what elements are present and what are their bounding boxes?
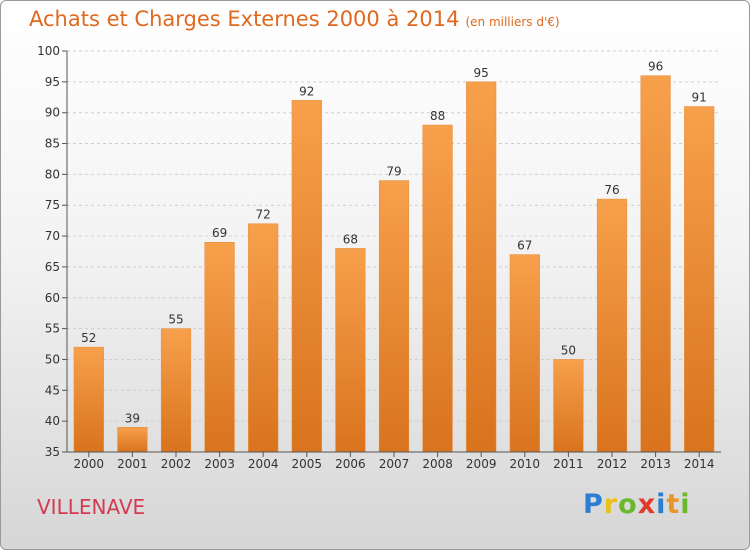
proxiti-logo: Proxiti bbox=[583, 489, 691, 520]
data-label: 91 bbox=[692, 91, 707, 105]
logo-letter: P bbox=[583, 489, 604, 520]
data-label: 88 bbox=[430, 109, 445, 123]
y-tick-label: 80 bbox=[45, 167, 60, 181]
data-label: 50 bbox=[561, 343, 576, 357]
bar bbox=[160, 328, 192, 453]
data-label: 96 bbox=[648, 60, 663, 74]
x-tick-label: 2012 bbox=[597, 457, 628, 471]
bar bbox=[335, 248, 366, 453]
y-tick-label: 50 bbox=[45, 352, 60, 366]
chart-subtitle: (en milliers d'€) bbox=[465, 15, 560, 29]
bar bbox=[509, 254, 540, 453]
data-label: 76 bbox=[604, 183, 619, 197]
bar bbox=[378, 180, 410, 453]
bar bbox=[248, 223, 279, 453]
x-tick-label: 2005 bbox=[292, 457, 323, 471]
bar bbox=[596, 198, 628, 453]
y-tick-label: 60 bbox=[45, 291, 60, 305]
x-tick-label: 2006 bbox=[335, 457, 366, 471]
data-label: 39 bbox=[125, 411, 140, 425]
y-tick-label: 70 bbox=[45, 229, 60, 243]
x-tick-label: 2007 bbox=[379, 457, 410, 471]
logo-letter: i bbox=[680, 489, 691, 520]
data-label: 69 bbox=[212, 226, 227, 240]
city-name: VILLENAVE bbox=[37, 495, 146, 519]
data-label: 72 bbox=[256, 208, 271, 222]
bar bbox=[640, 75, 671, 453]
x-tick-label: 2013 bbox=[640, 457, 671, 471]
axes-group: 35 40 45 50 55 60 65 70 75 80 85 90 95 100 2000 2001 200… bbox=[37, 44, 721, 471]
x-tick-label: 2001 bbox=[117, 457, 148, 471]
x-tick-label: 2011 bbox=[553, 457, 584, 471]
x-tick-label: 2004 bbox=[248, 457, 279, 471]
y-tick-label: 35 bbox=[45, 445, 60, 459]
x-tick-label: 2008 bbox=[422, 457, 453, 471]
data-label: 92 bbox=[299, 84, 314, 98]
logo-letter: r bbox=[603, 489, 619, 520]
bar bbox=[117, 427, 148, 453]
y-tick-label: 95 bbox=[45, 75, 60, 89]
x-tick-label: 2009 bbox=[466, 457, 497, 471]
data-label: 95 bbox=[474, 66, 489, 80]
x-tick-label: 2003 bbox=[204, 457, 235, 471]
logo-letter: o bbox=[618, 489, 638, 520]
y-tick-label: 55 bbox=[45, 322, 60, 336]
chart-title-text: Achats et Charges Externes 2000 à 2014 bbox=[29, 7, 460, 31]
bar bbox=[422, 124, 453, 453]
y-tick-label: 40 bbox=[45, 414, 60, 428]
y-tick-label: 45 bbox=[45, 383, 60, 397]
logo-letter: x bbox=[637, 489, 657, 520]
bar bbox=[73, 346, 104, 453]
logo-letter: i bbox=[656, 489, 667, 520]
bar bbox=[553, 359, 584, 453]
x-tick-label: 2010 bbox=[510, 457, 541, 471]
bars-group: 52 39 55 69 72 92 68 79 88 95 67 50 76 96 91 bbox=[73, 60, 715, 453]
x-tick-label: 2000 bbox=[74, 457, 105, 471]
data-label: 52 bbox=[81, 331, 96, 345]
data-label: 79 bbox=[386, 165, 401, 179]
y-tick-label: 100 bbox=[37, 44, 60, 58]
chart-title: Achats et Charges Externes 2000 à 2014 (e… bbox=[29, 7, 560, 31]
y-tick-label: 85 bbox=[45, 137, 60, 151]
x-tick-label: 2014 bbox=[684, 457, 715, 471]
bar bbox=[291, 100, 322, 453]
y-tick-label: 90 bbox=[45, 106, 60, 120]
data-label: 68 bbox=[343, 232, 358, 246]
data-label: 55 bbox=[168, 313, 183, 327]
bar bbox=[684, 106, 715, 453]
y-tick-label: 75 bbox=[45, 198, 60, 212]
bar bbox=[466, 81, 497, 453]
bar bbox=[204, 241, 235, 453]
data-label: 67 bbox=[517, 239, 532, 253]
x-tick-label: 2002 bbox=[161, 457, 192, 471]
logo-letter: t bbox=[666, 489, 681, 520]
y-tick-label: 65 bbox=[45, 260, 60, 274]
